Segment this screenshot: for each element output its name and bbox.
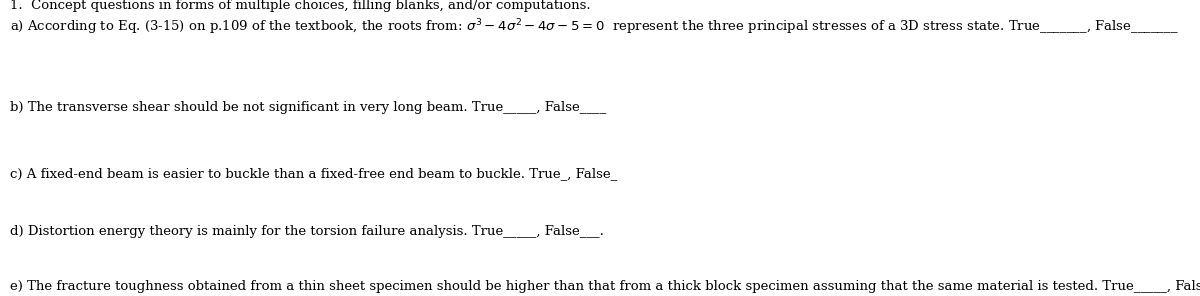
Text: d) Distortion energy theory is mainly for the torsion failure analysis. True____: d) Distortion energy theory is mainly fo… xyxy=(10,225,604,238)
Text: 1.  Concept questions in forms of multiple choices, filling blanks, and/or compu: 1. Concept questions in forms of multipl… xyxy=(10,0,590,12)
Text: e) The fracture toughness obtained from a thin sheet specimen should be higher t: e) The fracture toughness obtained from … xyxy=(10,280,1200,293)
Text: c) A fixed-end beam is easier to buckle than a fixed-free end beam to buckle. Tr: c) A fixed-end beam is easier to buckle … xyxy=(10,168,617,181)
Text: b) The transverse shear should be not significant in very long beam. True_____, : b) The transverse shear should be not si… xyxy=(10,101,606,114)
Text: a) According to Eq. (3-15) on p.109 of the textbook, the roots from: $\sigma^3 -: a) According to Eq. (3-15) on p.109 of t… xyxy=(10,17,1178,37)
